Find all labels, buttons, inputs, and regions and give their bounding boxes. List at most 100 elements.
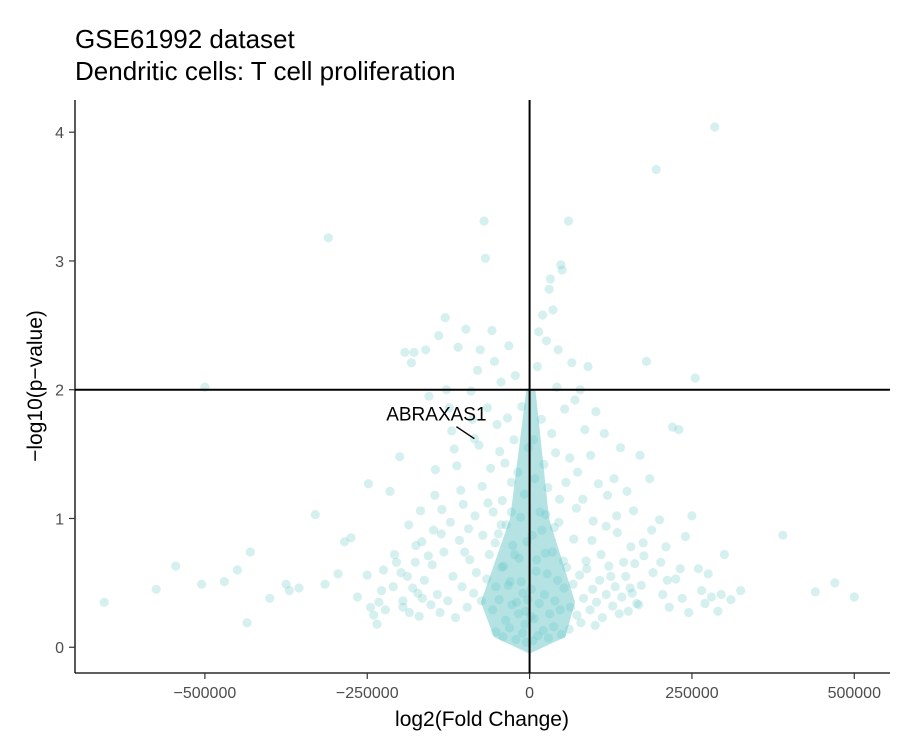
data-point [529, 614, 539, 624]
data-point [466, 386, 476, 396]
data-point [232, 565, 242, 575]
data-point [430, 465, 440, 475]
data-point [362, 570, 372, 580]
data-point [591, 597, 602, 607]
x-tick-label: 500000 [828, 685, 881, 702]
data-point [439, 547, 449, 557]
data-point [505, 577, 515, 587]
data-point [428, 525, 439, 535]
data-point [570, 395, 580, 405]
data-point [453, 342, 463, 352]
data-point [645, 474, 655, 484]
data-point [504, 623, 515, 633]
data-point [545, 274, 556, 284]
data-point [284, 586, 294, 596]
data-point [664, 602, 674, 612]
data-point [374, 597, 384, 607]
data-point [636, 580, 646, 591]
data-point [490, 538, 500, 548]
data-point [447, 426, 457, 436]
data-point [591, 407, 601, 417]
data-point [402, 571, 413, 582]
data-point [404, 607, 414, 618]
y-tick-label: 3 [55, 254, 64, 271]
chart-title: GSE61992 dataset [75, 24, 295, 54]
data-point [219, 577, 229, 587]
data-point [437, 504, 447, 515]
data-point [628, 506, 639, 516]
y-tick-label: 1 [55, 511, 64, 528]
data-point [778, 530, 788, 540]
data-point [513, 609, 524, 619]
data-point [494, 595, 504, 605]
data-point [587, 535, 597, 546]
data-point [483, 498, 493, 508]
chart-subtitle: Dendritic cells: T cell proliferation [75, 56, 456, 86]
data-point [516, 577, 526, 587]
data-point [372, 619, 382, 629]
data-point [617, 592, 627, 602]
data-point [460, 547, 470, 557]
data-point [680, 531, 691, 542]
data-point [245, 547, 255, 557]
data-point [517, 628, 528, 638]
data-point [491, 627, 501, 637]
data-point [554, 494, 565, 504]
data-point [549, 522, 559, 533]
data-point [543, 483, 553, 493]
data-point [658, 589, 668, 600]
data-point [697, 586, 707, 596]
data-point [488, 507, 498, 517]
data-point [615, 443, 626, 453]
data-point [540, 548, 550, 558]
data-point [539, 589, 550, 600]
data-point [675, 564, 685, 574]
data-point [622, 486, 632, 496]
data-point [635, 450, 645, 460]
data-point [561, 477, 571, 487]
data-point [558, 556, 569, 566]
x-tick-label: −500000 [174, 685, 237, 702]
data-point [410, 557, 420, 567]
data-point [545, 609, 555, 619]
data-point [470, 511, 480, 521]
annotations: ABRAXAS1 [386, 405, 487, 440]
data-point [378, 565, 389, 575]
data-point [509, 435, 519, 445]
data-point [469, 588, 479, 598]
data-point [388, 582, 398, 592]
data-point [435, 607, 445, 618]
data-point [719, 549, 730, 560]
data-point [716, 589, 726, 600]
data-point [553, 345, 563, 355]
data-point [578, 494, 588, 504]
data-point [634, 600, 644, 610]
data-point [449, 444, 459, 454]
data-point [484, 549, 494, 560]
data-point [564, 624, 574, 634]
data-point [547, 428, 557, 439]
data-point [578, 593, 589, 603]
data-point [323, 233, 333, 243]
data-point [532, 555, 542, 565]
data-point [406, 358, 416, 368]
data-point [513, 467, 523, 477]
data-point [651, 164, 661, 175]
data-point [476, 596, 487, 606]
data-point [662, 575, 672, 585]
data-point [415, 506, 426, 516]
data-point [597, 613, 607, 623]
x-axis-title: log2(Fold Change) [395, 708, 569, 731]
data-point [639, 551, 649, 561]
data-point [462, 602, 472, 612]
data-point [703, 569, 713, 579]
data-point [430, 490, 440, 500]
data-point [480, 253, 490, 263]
data-point [489, 356, 500, 366]
data-point [849, 592, 859, 602]
data-point [448, 571, 458, 582]
data-point [590, 620, 600, 631]
data-point [369, 610, 379, 620]
annotation-leader-line [455, 426, 475, 440]
